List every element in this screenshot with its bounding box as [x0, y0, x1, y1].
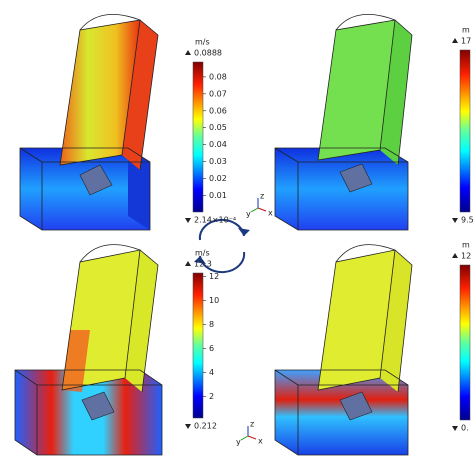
colorbar-min: 0.212 [194, 422, 217, 431]
min-marker [185, 218, 191, 223]
max-marker [185, 261, 191, 266]
triad-label: z [260, 192, 264, 201]
colorbar-tick-label: 6 [209, 344, 214, 353]
colorbar-unit: m/s [195, 249, 210, 258]
min-marker [452, 426, 458, 431]
colorbar-tick-label: 10 [209, 296, 219, 305]
triad-label: x [258, 437, 263, 446]
colorbar-min: 2.14×10⁻⁴ [194, 216, 236, 225]
colorbar-tick-label: 4 [209, 368, 214, 377]
colorbar-max: 17 [461, 37, 471, 46]
colorbar-unit: m [462, 241, 470, 250]
triad-axis [250, 207, 259, 213]
triad-axis [257, 207, 267, 212]
colorbar-tick-label: 2 [209, 392, 214, 401]
triad-axis [247, 435, 257, 440]
max-marker [452, 253, 458, 258]
colorbar-tick-label: 0.02 [209, 174, 227, 183]
triad-label: y [246, 210, 251, 219]
colorbar-tick-label: 12 [209, 272, 219, 281]
colorbar [192, 61, 204, 213]
colorbar-max: 12.3 [194, 260, 212, 269]
triad-label: x [268, 209, 273, 218]
colorbar-min: 9.5 [461, 216, 474, 225]
colorbar-max: 0.0888 [194, 49, 222, 58]
model-view [19, 14, 159, 231]
triad-label: z [250, 420, 254, 429]
model-view [14, 244, 163, 456]
colorbar-tick-label: 0.07 [209, 89, 227, 98]
colorbar-tick-label: 0.06 [209, 106, 227, 115]
max-marker [452, 38, 458, 43]
colorbar-min: 0. [461, 424, 469, 433]
colorbar-tick-label: 0.05 [209, 123, 227, 132]
model-view [274, 14, 413, 231]
model-view [274, 244, 413, 456]
triad-axis [240, 435, 249, 441]
colorbar-tick-label: 0.04 [209, 140, 227, 149]
triad-label: y [236, 438, 241, 447]
min-marker [185, 424, 191, 429]
max-marker [185, 50, 191, 55]
colorbar-unit: m [462, 26, 470, 35]
colorbar [459, 49, 471, 213]
cycle-arrows [194, 218, 250, 274]
min-marker [452, 218, 458, 223]
colorbar-unit: m/s [195, 38, 210, 47]
colorbar [459, 264, 471, 421]
colorbar-tick-label: 0.03 [209, 157, 227, 166]
colorbar-tick-label: 0.08 [209, 72, 227, 81]
colorbar-tick-label: 8 [209, 320, 214, 329]
colorbar-max: 12 [461, 252, 471, 261]
colorbar-tick-label: 0.01 [209, 191, 227, 200]
colorbar [192, 272, 204, 419]
